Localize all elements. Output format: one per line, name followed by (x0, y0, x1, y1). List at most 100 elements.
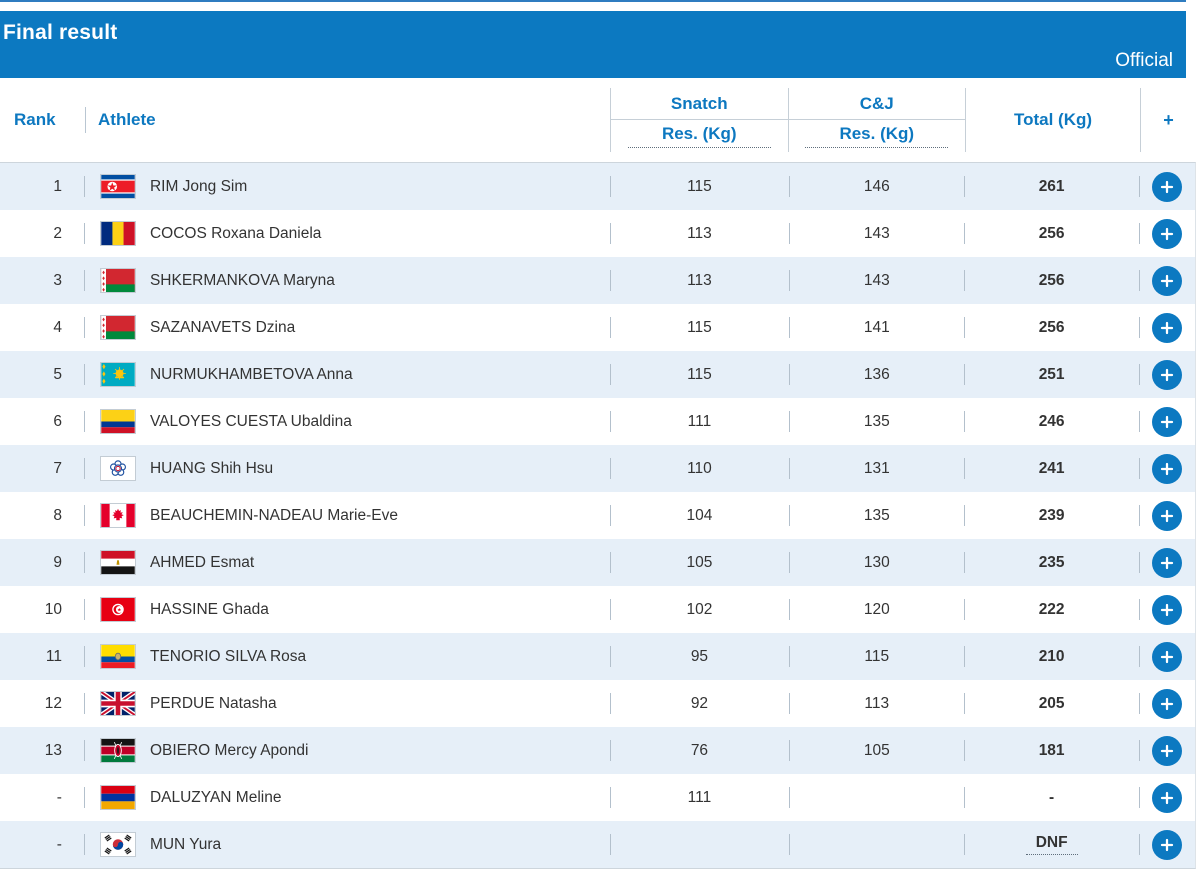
snatch-cell: 115 (609, 163, 790, 210)
expand-row-button[interactable] (1152, 171, 1183, 202)
athlete-name: RIM Jong Sim (149, 177, 248, 195)
plus-icon (1160, 368, 1174, 381)
header-snatch-group: Snatch Res. (Kg) (611, 88, 788, 152)
expand-row-button[interactable] (1152, 782, 1183, 813)
rank-cell: 6 (0, 398, 85, 445)
table-row: 6 VALOYES CUESTA Ubaldina 111 135 246 (0, 398, 1195, 445)
header-rank: Rank (14, 110, 56, 129)
snatch-cell: 92 (609, 680, 790, 727)
expand-cell (1139, 398, 1195, 445)
rank-cell: 13 (0, 727, 85, 774)
rank-cell: - (0, 821, 85, 868)
table-row: 13 OBIERO Mercy Apondi 76 105 181 (0, 727, 1195, 774)
cj-cell: 120 (789, 586, 964, 633)
flag-colombia-icon (99, 409, 136, 434)
header-snatch-res[interactable]: Res. (Kg) (627, 124, 771, 148)
total-cell: 241 (964, 445, 1139, 492)
total-cell: 239 (964, 492, 1139, 539)
plus-icon (1160, 791, 1174, 804)
rank-cell: 11 (0, 633, 85, 680)
plus-icon (1160, 462, 1174, 475)
athlete-cell: DALUZYAN Meline (85, 774, 610, 821)
cj-cell: 136 (789, 351, 964, 398)
athlete-cell: NURMUKHAMBETOVA Anna (85, 351, 610, 398)
expand-cell (1139, 633, 1195, 680)
flag-chinese-taipei-icon (99, 456, 136, 481)
expand-row-button[interactable] (1152, 218, 1183, 249)
athlete-name: HUANG Shih Hsu (149, 459, 274, 477)
athlete-name: SHKERMANKOVA Maryna (149, 271, 335, 289)
snatch-cell: 113 (609, 210, 790, 257)
flag-kenya-icon (99, 738, 136, 763)
expand-cell (1139, 492, 1195, 539)
expand-row-button[interactable] (1152, 735, 1183, 766)
expand-cell (1139, 821, 1195, 868)
athlete-cell: COCOS Roxana Daniela (85, 210, 610, 257)
plus-icon (1160, 321, 1174, 334)
athlete-cell: VALOYES CUESTA Ubaldina (85, 398, 610, 445)
athlete-cell: HUANG Shih Hsu (85, 445, 610, 492)
table-row: 12 PERDUE Natasha 92 113 205 (0, 680, 1195, 727)
cj-cell: 130 (789, 539, 964, 586)
athlete-name: HASSINE Ghada (149, 600, 269, 618)
rank-cell: - (0, 774, 85, 821)
snatch-cell: 102 (609, 586, 790, 633)
athlete-cell: TENORIO SILVA Rosa (85, 633, 610, 680)
cj-cell: 105 (789, 727, 964, 774)
expand-cell (1139, 257, 1195, 304)
header-cj-group: C&J Res. (Kg) (787, 88, 966, 152)
expand-cell (1139, 774, 1195, 821)
table-row: 5 NURMUKHAMBETOVA Anna 115 136 251 (0, 351, 1195, 398)
expand-cell (1139, 586, 1195, 633)
rank-cell: 2 (0, 210, 85, 257)
expand-row-button[interactable] (1152, 688, 1183, 719)
cj-cell: 141 (789, 304, 964, 351)
header-athlete: Athlete (98, 110, 156, 129)
title-bar: Final result Official (0, 11, 1186, 78)
expand-row-button[interactable] (1152, 406, 1183, 437)
table-row: 10 HASSINE Ghada 102 120 222 (0, 586, 1195, 633)
expand-row-button[interactable] (1152, 265, 1183, 296)
expand-cell (1139, 680, 1195, 727)
header-divider (85, 107, 86, 133)
plus-icon (1160, 227, 1174, 240)
plus-icon (1160, 509, 1174, 522)
table-row: 3 SHKERMANKOVA Maryna 113 143 256 (0, 257, 1195, 304)
rank-cell: 3 (0, 257, 85, 304)
expand-row-button[interactable] (1152, 453, 1183, 484)
flag-tunisia-icon (99, 597, 136, 622)
dnf-label[interactable]: DNF (1025, 834, 1078, 855)
cj-cell: 115 (789, 633, 964, 680)
page-title: Final result (3, 21, 118, 44)
snatch-cell: 76 (609, 727, 790, 774)
expand-row-button[interactable] (1152, 547, 1183, 578)
expand-row-button[interactable] (1152, 312, 1183, 343)
rank-cell: 5 (0, 351, 85, 398)
total-cell: 256 (964, 304, 1139, 351)
expand-cell (1139, 445, 1195, 492)
snatch-cell: 111 (609, 774, 790, 821)
rank-cell: 8 (0, 492, 85, 539)
total-cell: 246 (964, 398, 1139, 445)
snatch-cell: 110 (609, 445, 790, 492)
expand-row-button[interactable] (1152, 641, 1183, 672)
expand-row-button[interactable] (1152, 359, 1183, 390)
header-expand: + (1140, 88, 1196, 152)
flag-belarus-icon (99, 315, 136, 340)
expand-row-button[interactable] (1152, 500, 1183, 531)
athlete-cell: OBIERO Mercy Apondi (85, 727, 610, 774)
plus-icon (1160, 838, 1174, 851)
plus-icon (1160, 180, 1174, 193)
expand-row-button[interactable] (1152, 829, 1183, 860)
total-cell: 251 (964, 351, 1139, 398)
rank-cell: 10 (0, 586, 85, 633)
flag-romania-icon (99, 221, 136, 246)
athlete-name: BEAUCHEMIN-NADEAU Marie-Eve (149, 506, 398, 524)
expand-row-button[interactable] (1152, 594, 1183, 625)
athlete-cell: AHMED Esmat (85, 539, 610, 586)
header-cj: C&J (859, 94, 894, 113)
flag-north-korea-icon (99, 174, 136, 199)
rank-cell: 1 (0, 163, 85, 210)
header-cj-res[interactable]: Res. (Kg) (805, 124, 949, 148)
